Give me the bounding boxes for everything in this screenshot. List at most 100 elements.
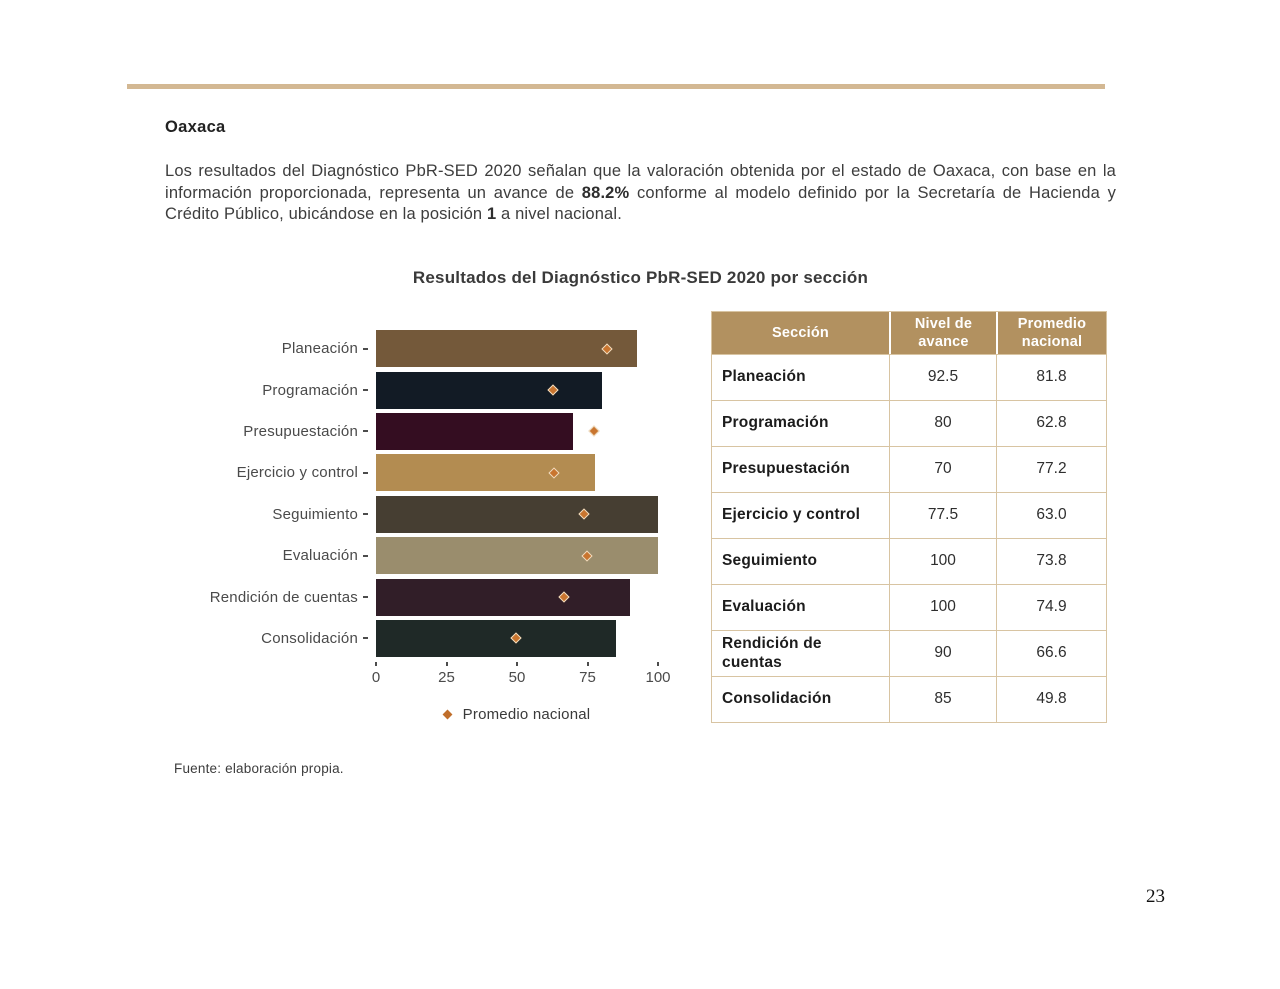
promedio-diamond-icon [588,425,600,438]
category-tick-mark [363,554,368,557]
category-label: Planeación [281,340,358,358]
chart-title: Resultados del Diagnóstico PbR-SED 2020 … [412,268,869,287]
bar-track [376,537,658,575]
category-tick-mark [363,513,368,516]
chart-row: Programación [165,369,670,410]
nivel-avance-cell: 85 [889,676,996,722]
section-heading: Oaxaca [165,118,226,136]
bold-run: 1 [486,205,497,223]
x-tick-label: 100 [645,669,671,687]
nivel-avance-cell: 77.5 [889,492,996,538]
table-row: Planeación 92.5 81.8 [712,354,1106,400]
category-label: Rendición de cuentas [209,588,358,606]
text-run: conforme al modelo definido por la Secre… [165,183,1116,224]
bar [376,330,637,368]
chart-row: Planeación [165,328,670,369]
chart-legend: Promedio nacional [376,706,658,723]
bar-track [376,454,658,492]
page-number: 23 [1146,886,1165,907]
table-row: Consolidación 85 49.8 [712,676,1106,722]
nivel-avance-cell: 92.5 [889,354,996,400]
section-cell: Rendición de cuentas [712,630,889,676]
promedio-nacional-cell: 81.8 [996,354,1106,400]
section-cell: Planeación [712,354,889,400]
bar-track [376,619,658,657]
text-run: Los resultados del Diagnóstico PbR-SED 2… [165,162,1116,202]
table-row: Programación 80 62.8 [712,400,1106,446]
chart-row: Seguimiento [165,494,670,535]
text-run: a nivel nacional. [496,205,622,223]
chart-row: Consolidación [165,618,670,659]
bar-chart: Planeación Programación Presupuestación Eje… [165,328,671,723]
promedio-nacional-cell: 63.0 [996,492,1106,538]
table-header-cell: Sección [712,312,889,354]
bar-track [376,371,658,409]
bar-track [376,495,658,533]
chart-row: Presupuestación [165,411,670,452]
category-label: Evaluación [282,547,358,565]
table-row: Presupuestación 70 77.2 [712,446,1106,492]
bold-run: 88.2% [581,183,630,202]
x-tick-mark [445,662,448,667]
x-tick-label: 0 [371,669,381,687]
chart-rows: Planeación Programación Presupuestación Eje… [165,328,670,659]
section-cell: Ejercicio y control [712,492,889,538]
source-note: Fuente: elaboración propia. [174,761,344,776]
bar-track [376,412,658,450]
bar-track [376,330,658,368]
nivel-avance-cell: 100 [889,538,996,584]
x-tick-mark [657,662,659,667]
nivel-avance-cell: 80 [889,400,996,446]
section-cell: Consolidación [712,676,889,722]
category-tick-mark [363,637,368,640]
category-tick-mark [363,389,368,392]
bar-track [376,578,658,616]
x-tick-mark [516,662,518,667]
category-tick-mark [363,347,368,350]
section-cell: Evaluación [712,584,889,630]
category-tick-mark [363,471,368,474]
x-tick-label: 25 [438,669,455,687]
category-label: Seguimiento [272,505,358,523]
category-label: Presupuestación [243,422,358,440]
divider-rule [127,84,1105,89]
promedio-nacional-cell: 74.9 [996,584,1106,630]
table-header-cell: Nivel de avance [889,312,996,354]
bar [376,537,658,575]
promedio-nacional-cell: 49.8 [996,676,1106,722]
table-row: Seguimiento 100 73.8 [712,538,1106,584]
legend-diamond-icon [442,709,453,720]
bar [376,412,574,450]
section-cell: Programación [712,400,889,446]
promedio-nacional-cell: 77.2 [996,446,1106,492]
data-table: Sección Nivel de avance Promedio nacional … [711,311,1107,723]
chart-row: Ejercicio y control [165,452,670,493]
table-row: Rendición de cuentas 90 66.6 [712,630,1106,676]
table-row: Evaluación 100 74.9 [712,584,1106,630]
x-tick-mark [375,662,377,667]
chart-row: Rendición de cuentas [165,576,670,617]
category-label: Ejercicio y control [236,464,358,482]
legend-label: Promedio nacional [462,706,591,724]
category-label: Consolidación [261,629,358,647]
nivel-avance-cell: 100 [889,584,996,630]
chart-row: Evaluación [165,535,670,576]
promedio-nacional-cell: 62.8 [996,400,1106,446]
nivel-avance-cell: 70 [889,446,996,492]
table-header-cell: Promedio nacional [996,312,1106,354]
promedio-nacional-cell: 66.6 [996,630,1106,676]
bar [376,371,602,409]
x-tick-label: 75 [579,669,596,687]
x-axis: 0 25 50 75 100 [372,662,671,692]
bar [376,619,616,657]
section-cell: Presupuestación [712,446,889,492]
bar [376,578,630,616]
category-tick-mark [363,430,368,433]
x-tick-label: 50 [508,669,526,687]
section-cell: Seguimiento [712,538,889,584]
bar [376,454,595,492]
table-row: Ejercicio y control 77.5 63.0 [712,492,1106,538]
promedio-nacional-cell: 73.8 [996,538,1106,584]
intro-paragraph: Los resultados del Diagnóstico PbR-SED 2… [165,161,1116,226]
